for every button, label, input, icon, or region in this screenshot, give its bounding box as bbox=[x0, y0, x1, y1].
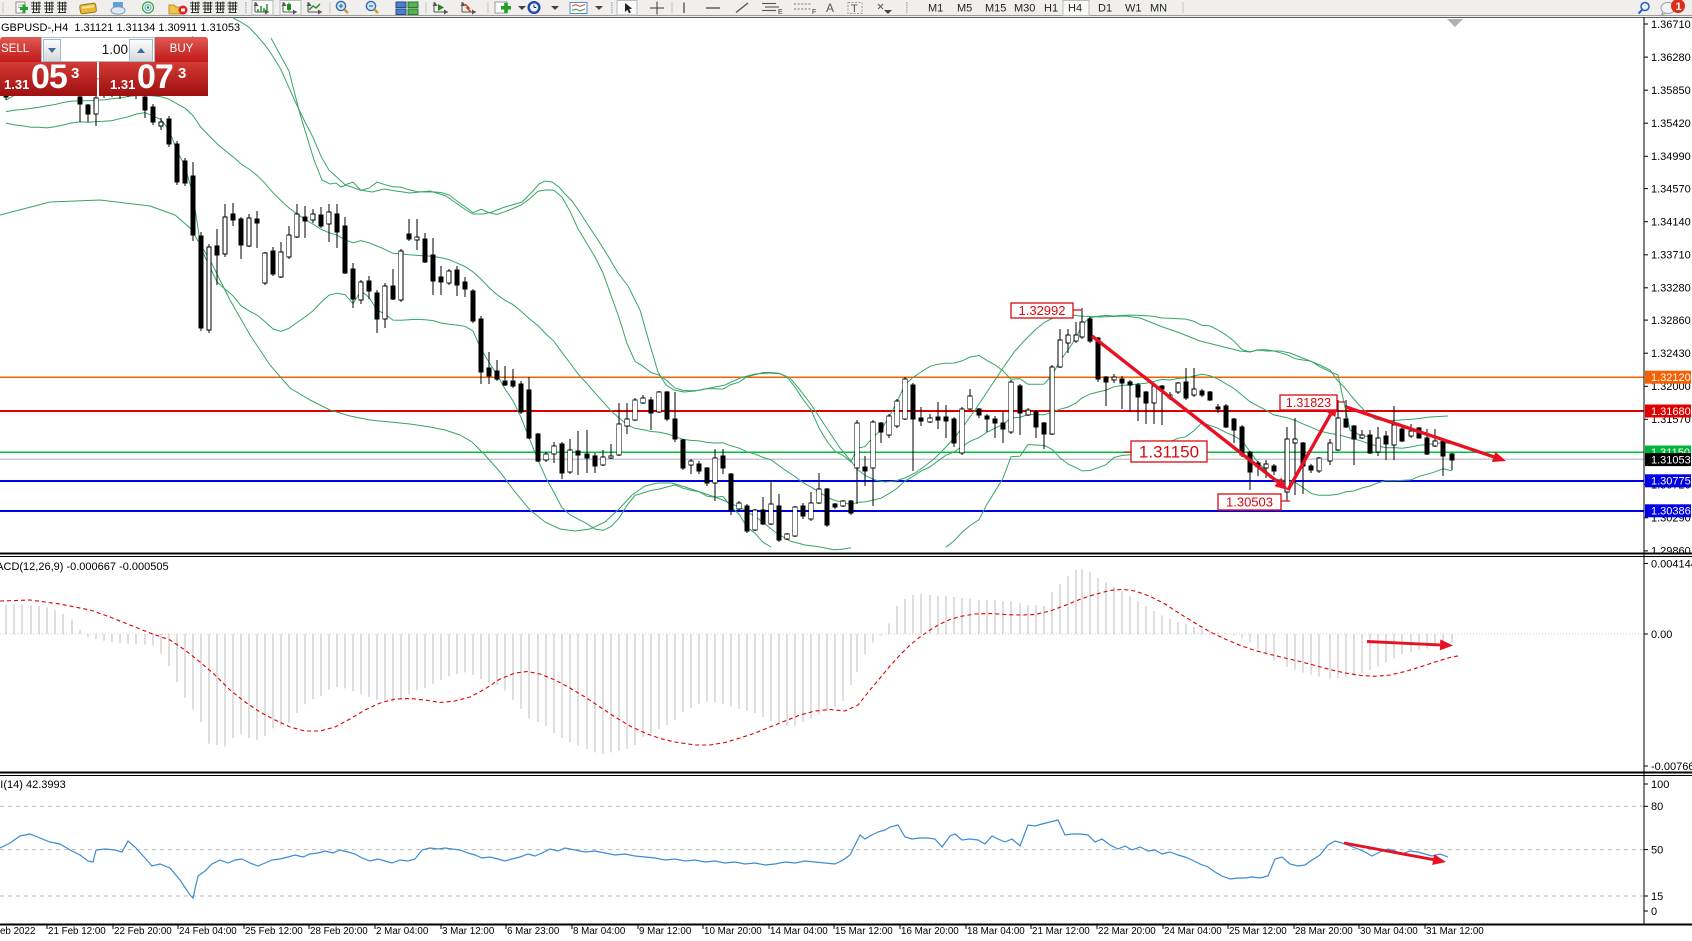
svg-text:1.30775: 1.30775 bbox=[1651, 476, 1691, 488]
svg-text:D1: D1 bbox=[1098, 3, 1112, 15]
svg-text:100: 100 bbox=[1651, 779, 1669, 791]
svg-text:28 Feb 20:00: 28 Feb 20:00 bbox=[310, 926, 368, 936]
svg-text:21 Feb 12:00: 21 Feb 12:00 bbox=[48, 926, 106, 936]
svg-text:1.35850: 1.35850 bbox=[1651, 85, 1691, 97]
svg-text:GBPUSD-,H4 1.31121 1.31134 1.: GBPUSD-,H4 1.31121 1.31134 1.30911 1.310… bbox=[1, 22, 240, 34]
svg-text:1.35420: 1.35420 bbox=[1651, 118, 1691, 130]
svg-text:1.32120: 1.32120 bbox=[1651, 372, 1691, 384]
svg-text:15: 15 bbox=[1651, 891, 1663, 903]
svg-text:-0.007664: -0.007664 bbox=[1651, 761, 1692, 773]
svg-text:M15: M15 bbox=[985, 3, 1006, 15]
svg-text:Feb 2022: Feb 2022 bbox=[0, 926, 35, 936]
svg-text:1.34140: 1.34140 bbox=[1651, 217, 1691, 229]
svg-text:9 Mar 12:00: 9 Mar 12:00 bbox=[639, 926, 692, 936]
svg-text:RSI(14) 42.3993: RSI(14) 42.3993 bbox=[0, 779, 66, 791]
svg-text:M1: M1 bbox=[928, 3, 943, 15]
svg-text:1.29860: 1.29860 bbox=[1651, 546, 1691, 558]
svg-text:28 Mar 20:00: 28 Mar 20:00 bbox=[1295, 926, 1353, 936]
svg-text:2 Mar 04:00: 2 Mar 04:00 bbox=[376, 926, 429, 936]
svg-text:1.31150: 1.31150 bbox=[1139, 443, 1199, 462]
svg-text:21 Mar 12:00: 21 Mar 12:00 bbox=[1032, 926, 1090, 936]
svg-text:1.34570: 1.34570 bbox=[1651, 183, 1691, 195]
svg-text:1: 1 bbox=[1676, 1, 1682, 13]
svg-text:M30: M30 bbox=[1014, 3, 1035, 15]
svg-text:A: A bbox=[826, 1, 834, 15]
svg-text:31 Mar 12:00: 31 Mar 12:00 bbox=[1426, 926, 1484, 936]
svg-text:M5: M5 bbox=[957, 3, 972, 15]
svg-text:0.004144: 0.004144 bbox=[1651, 558, 1692, 570]
svg-text:1.36710: 1.36710 bbox=[1651, 19, 1691, 31]
svg-text:3 Mar 12:00: 3 Mar 12:00 bbox=[442, 926, 495, 936]
svg-text:15 Mar 12:00: 15 Mar 12:00 bbox=[835, 926, 893, 936]
svg-text:W1: W1 bbox=[1125, 3, 1142, 15]
svg-text:E: E bbox=[778, 9, 783, 16]
svg-text:0: 0 bbox=[1651, 906, 1657, 918]
svg-text:MN: MN bbox=[1150, 3, 1167, 15]
svg-text:H4: H4 bbox=[1068, 3, 1082, 15]
svg-text:10 Mar 20:00: 10 Mar 20:00 bbox=[704, 926, 762, 936]
svg-text:H1: H1 bbox=[1044, 3, 1058, 15]
svg-text:0.00: 0.00 bbox=[1651, 629, 1672, 641]
svg-text:1.33710: 1.33710 bbox=[1651, 250, 1691, 262]
svg-text:16 Mar 20:00: 16 Mar 20:00 bbox=[901, 926, 959, 936]
svg-text:F: F bbox=[812, 9, 816, 16]
svg-text:6 Mar 23:00: 6 Mar 23:00 bbox=[507, 926, 560, 936]
svg-text:1.32430: 1.32430 bbox=[1651, 348, 1691, 360]
svg-text:18 Mar 04:00: 18 Mar 04:00 bbox=[967, 926, 1025, 936]
svg-text:1.32992: 1.32992 bbox=[1019, 303, 1066, 318]
svg-text:T: T bbox=[851, 3, 858, 15]
svg-text:22 Feb 20:00: 22 Feb 20:00 bbox=[114, 926, 172, 936]
svg-text:1.34990: 1.34990 bbox=[1651, 151, 1691, 163]
svg-text:1.33280: 1.33280 bbox=[1651, 283, 1691, 295]
svg-text:1.31680: 1.31680 bbox=[1651, 406, 1691, 418]
svg-text:1.32860: 1.32860 bbox=[1651, 315, 1691, 327]
svg-text:1.31053: 1.31053 bbox=[1651, 454, 1691, 466]
svg-text:1.36280: 1.36280 bbox=[1651, 52, 1691, 64]
svg-text:24 Feb 04:00: 24 Feb 04:00 bbox=[179, 926, 237, 936]
svg-text:MACD(12,26,9) -0.000667 -0.000: MACD(12,26,9) -0.000667 -0.000505 bbox=[0, 561, 169, 573]
svg-text:50: 50 bbox=[1651, 844, 1663, 856]
svg-text:1.30503: 1.30503 bbox=[1226, 495, 1273, 510]
svg-text:24 Mar 04:00: 24 Mar 04:00 bbox=[1164, 926, 1222, 936]
svg-text:1.32000: 1.32000 bbox=[1651, 381, 1691, 393]
svg-text:25 Feb 12:00: 25 Feb 12:00 bbox=[245, 926, 303, 936]
svg-text:1.31823: 1.31823 bbox=[1286, 396, 1331, 410]
svg-text:80: 80 bbox=[1651, 801, 1663, 813]
svg-text:22 Mar 20:00: 22 Mar 20:00 bbox=[1098, 926, 1156, 936]
svg-text:8 Mar 04:00: 8 Mar 04:00 bbox=[573, 926, 626, 936]
svg-text:1.30386: 1.30386 bbox=[1651, 506, 1691, 518]
svg-text:25 Mar 12:00: 25 Mar 12:00 bbox=[1229, 926, 1287, 936]
svg-text:14 Mar 04:00: 14 Mar 04:00 bbox=[770, 926, 828, 936]
svg-text:30 Mar 04:00: 30 Mar 04:00 bbox=[1360, 926, 1418, 936]
